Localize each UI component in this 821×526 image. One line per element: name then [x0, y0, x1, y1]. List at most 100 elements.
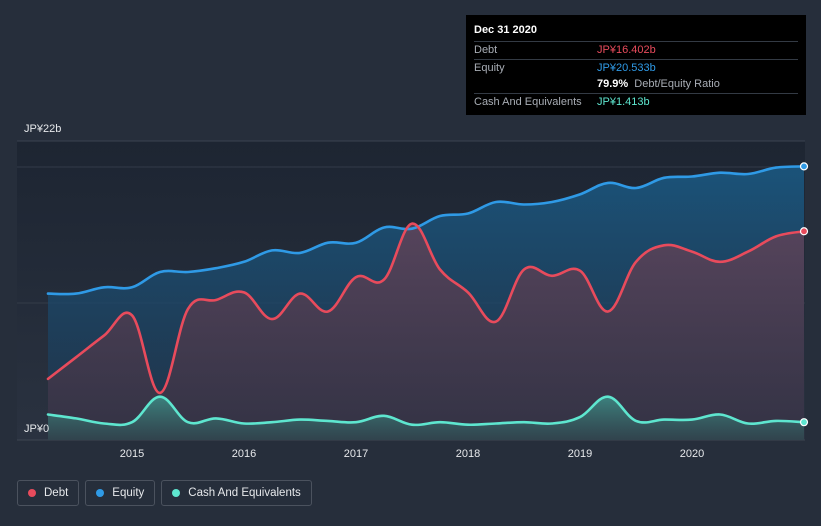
- point-cash-and-equivalents: [719, 413, 721, 415]
- point-equity: [215, 267, 217, 269]
- legend-item-debt[interactable]: Debt: [17, 480, 80, 506]
- axis-labels: JP¥0 JP¥22b 2015 2016 2017 2018 2019 2020: [24, 123, 704, 460]
- point-equity: [355, 242, 357, 244]
- point-cash-and-equivalents: [187, 421, 189, 423]
- point-equity: [47, 292, 49, 294]
- legend-label-cash: Cash And Equivalents: [188, 487, 301, 499]
- x-tick-label-2020: 2020: [680, 448, 704, 460]
- point-equity: [719, 172, 721, 174]
- point-debt: [327, 310, 329, 312]
- tooltip-row-cash: Cash And Equivalents JP¥1.413b: [474, 92, 798, 111]
- point-cash-and-equivalents: [383, 415, 385, 417]
- series-areas: [48, 166, 804, 440]
- legend-item-cash[interactable]: Cash And Equivalents: [161, 480, 312, 506]
- point-debt: [719, 261, 721, 263]
- point-equity: [495, 201, 497, 203]
- legend-item-equity[interactable]: Equity: [85, 480, 156, 506]
- point-debt: [439, 268, 441, 270]
- series-endpoints: [799, 162, 809, 427]
- point-debt: [495, 320, 497, 322]
- point-equity: [523, 203, 525, 205]
- point-debt: [243, 291, 245, 293]
- point-debt: [299, 292, 301, 294]
- point-equity: [299, 252, 301, 254]
- point-cash-and-equivalents: [607, 396, 609, 398]
- endpoint-cash-and-equivalents: [799, 418, 809, 427]
- line-debt: [46, 222, 806, 395]
- point-cash-and-equivalents: [411, 424, 413, 426]
- point-debt: [271, 318, 273, 320]
- x-tick-label-2015: 2015: [120, 448, 144, 460]
- tooltip-panel: Dec 31 2020 Debt JP¥16.402b Equity JP¥20…: [466, 15, 806, 115]
- point-cash-and-equivalents: [103, 422, 105, 424]
- legend-label-equity: Equity: [112, 487, 145, 499]
- legend-label-debt: Debt: [44, 487, 69, 499]
- point-cash-and-equivalents: [467, 424, 469, 426]
- point-debt: [747, 250, 749, 252]
- area-debt: [48, 223, 804, 440]
- point-debt: [47, 378, 49, 380]
- tooltip-cash-value: JP¥1.413b: [597, 95, 650, 108]
- point-equity: [159, 271, 161, 273]
- point-equity: [551, 201, 553, 203]
- tooltip-debt-value: JP¥16.402b: [597, 44, 656, 56]
- tooltip-equity-value: JP¥20.533b: [597, 61, 656, 74]
- point-cash-and-equivalents: [579, 416, 581, 418]
- point-cash-and-equivalents: [663, 418, 665, 420]
- point-cash-and-equivalents: [439, 421, 441, 423]
- point-debt: [663, 244, 665, 246]
- point-cash-and-equivalents: [299, 418, 301, 420]
- point-debt: [579, 270, 581, 272]
- point-cash-and-equivalents: [495, 422, 497, 424]
- point-equity: [775, 166, 777, 168]
- tooltip-row-ratio: 79.9% Debt/Equity Ratio: [474, 76, 798, 93]
- point-debt: [467, 291, 469, 293]
- tooltip-row-debt: Debt JP¥16.402b: [474, 41, 798, 59]
- x-tick-label-2016: 2016: [232, 448, 256, 460]
- point-debt: [159, 392, 161, 394]
- point-equity: [243, 261, 245, 263]
- point-cash-and-equivalents: [47, 413, 49, 415]
- point-equity: [187, 271, 189, 273]
- point-debt: [103, 334, 105, 336]
- point-cash-and-equivalents: [75, 417, 77, 419]
- x-tick-label-2019: 2019: [568, 448, 592, 460]
- point-debt: [215, 299, 217, 301]
- series-lines: [46, 165, 806, 427]
- tooltip-row-equity: Equity JP¥20.533b: [474, 58, 798, 77]
- y-tick-label-max: JP¥22b: [24, 123, 61, 135]
- point-cash-and-equivalents: [635, 420, 637, 422]
- point-debt: [523, 268, 525, 270]
- point-debt: [551, 275, 553, 277]
- point-equity: [467, 212, 469, 214]
- legend-dot-debt-icon: [28, 489, 36, 497]
- point-cash-and-equivalents: [551, 422, 553, 424]
- point-cash-and-equivalents: [523, 421, 525, 423]
- tooltip-date: Dec 31 2020: [474, 24, 537, 36]
- point-equity: [439, 215, 441, 217]
- y-tick-label-0: JP¥0: [24, 423, 49, 435]
- point-equity: [103, 286, 105, 288]
- point-cash-and-equivalents: [691, 418, 693, 420]
- legend-dot-cash-icon: [172, 489, 181, 497]
- point-cash-and-equivalents: [159, 396, 161, 398]
- point-debt: [187, 308, 189, 310]
- line-equity: [46, 165, 806, 296]
- point-debt: [691, 250, 693, 252]
- point-equity: [411, 228, 413, 230]
- point-cash-and-equivalents: [215, 417, 217, 419]
- point-equity: [607, 182, 609, 184]
- tooltip-ratio-value: 79.9%: [597, 78, 629, 90]
- point-debt: [383, 278, 385, 280]
- point-equity: [747, 173, 749, 175]
- endpoint-equity: [799, 162, 809, 171]
- point-equity: [691, 175, 693, 177]
- point-equity: [635, 187, 637, 189]
- point-equity: [131, 286, 133, 288]
- point-debt: [355, 276, 357, 278]
- point-debt: [635, 261, 637, 263]
- point-equity: [383, 226, 385, 228]
- tooltip-cash-label: Cash And Equivalents: [474, 95, 582, 108]
- point-debt: [607, 310, 609, 312]
